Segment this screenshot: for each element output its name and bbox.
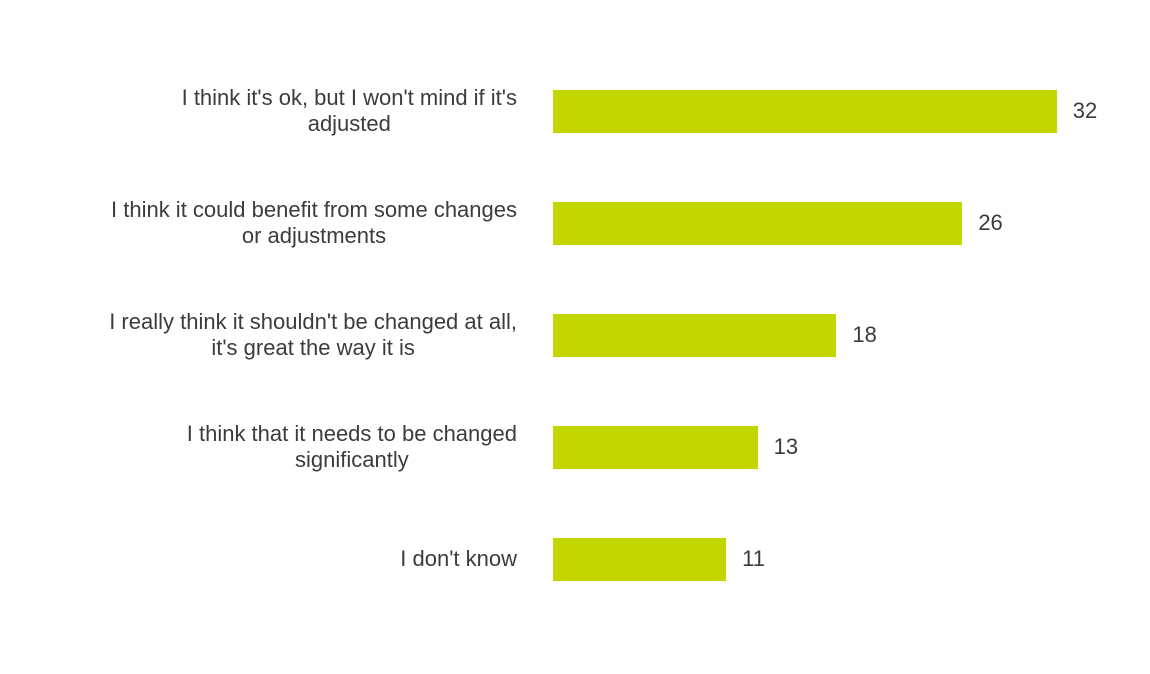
category-label-line: or adjustments: [241, 223, 387, 248]
chart-row: I don't know 11: [0, 503, 1150, 615]
category-label-line: I think it's ok, but I won't mind if it'…: [181, 85, 517, 110]
bar: [553, 313, 837, 357]
bar-area: 13: [553, 425, 1150, 469]
bar-area: 18: [553, 313, 1150, 357]
bar-area: 32: [553, 89, 1150, 133]
bar: [553, 425, 758, 469]
value-label: 18: [852, 322, 877, 347]
bar: [553, 89, 1057, 133]
category-label-line: adjusted: [307, 111, 391, 136]
value-label: 32: [1072, 98, 1098, 123]
value-label: 13: [773, 434, 799, 459]
category-label-cell: I think that it needs to be changed sign…: [0, 421, 517, 473]
chart-row: I really think it shouldn't be changed a…: [0, 279, 1150, 391]
chart-row: I think it's ok, but I won't mind if it'…: [0, 55, 1150, 167]
value-label: 11: [742, 546, 765, 571]
category-label-cell: I really think it shouldn't be changed a…: [0, 309, 517, 361]
category-label-cell: I think it could benefit from some chang…: [0, 197, 517, 249]
bar-area: 11: [553, 537, 1150, 581]
category-label-cell: I think it's ok, but I won't mind if it'…: [0, 85, 517, 137]
category-label: I think it's ok, but I won't mind if it'…: [182, 85, 517, 137]
horizontal-bar-chart: I think it's ok, but I won't mind if it'…: [0, 55, 1150, 615]
category-label-cell: I don't know: [0, 546, 517, 572]
category-label-line: significantly: [295, 447, 409, 472]
category-label: I think it could benefit from some chang…: [111, 197, 517, 249]
bar: [553, 201, 963, 245]
category-label: I don't know: [400, 546, 517, 572]
bar: [553, 537, 727, 581]
category-label-line: it's great the way it is: [211, 335, 415, 360]
bar-area: 26: [553, 201, 1150, 245]
category-label-line: I really think it shouldn't be changed a…: [109, 309, 517, 334]
chart-row: I think that it needs to be changed sign…: [0, 391, 1150, 503]
category-label-line: I don't know: [400, 546, 517, 571]
category-label: I really think it shouldn't be changed a…: [109, 309, 517, 361]
category-label-line: I think that it needs to be changed: [186, 421, 517, 446]
chart-row: I think it could benefit from some chang…: [0, 167, 1150, 279]
value-label: 26: [978, 210, 1003, 235]
category-label: I think that it needs to be changed sign…: [187, 421, 517, 473]
category-label-line: I think it could benefit from some chang…: [111, 197, 517, 222]
